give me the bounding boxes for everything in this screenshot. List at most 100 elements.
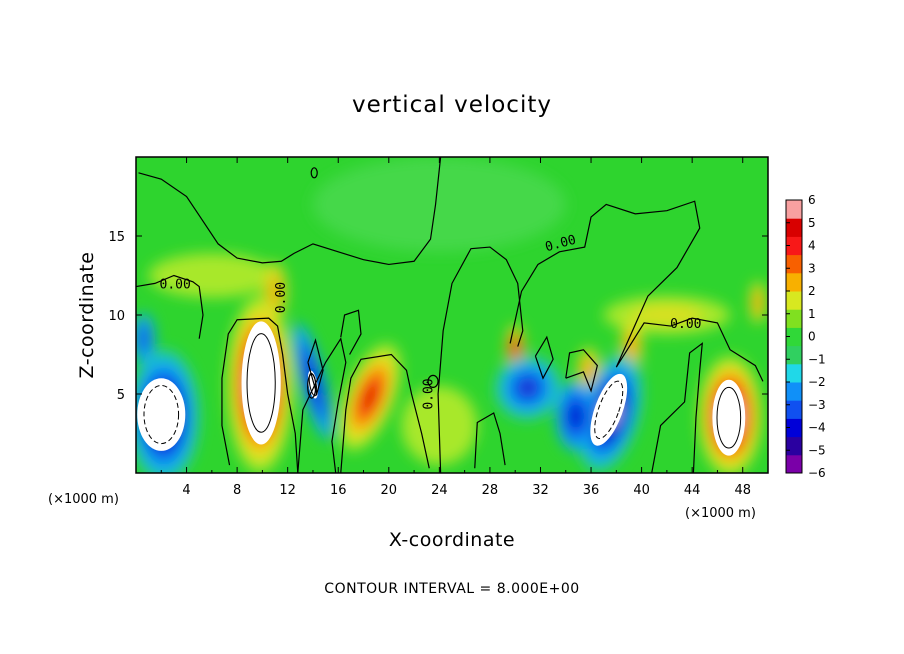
field-layer: [511, 339, 519, 360]
y-tick-label: 10: [108, 309, 125, 324]
core-contour: [143, 384, 180, 445]
zero-contour: [307, 338, 324, 397]
x-tick-label: 44: [684, 483, 701, 498]
y-axis-ticks: 5 10 15: [108, 230, 768, 403]
colorbar-tick-label: 2: [808, 284, 816, 298]
field-updraft-49km: [750, 281, 766, 323]
y-axis-label: Z-coordinate: [76, 252, 98, 379]
core-contour: [716, 386, 742, 449]
colorbar-tick-label: 0: [808, 330, 816, 344]
contour-labels: 0.00 0.000.000.000.00: [160, 233, 702, 410]
y-tick-label: 15: [108, 230, 125, 245]
zero-contour: [534, 335, 554, 380]
zero-contour-small: [307, 373, 317, 399]
zero-contour: [565, 349, 599, 393]
core-contour: [594, 380, 624, 440]
field-downdraft-35km: [555, 381, 597, 451]
x-tick-label: 12: [279, 483, 296, 498]
colorbar-swatch: [786, 236, 802, 256]
colorbar-tick-label: −6: [808, 466, 826, 480]
colorbar-tick-label: −4: [808, 421, 826, 435]
field-downdraft-31km: [495, 355, 561, 420]
colorbar-tick-label: −5: [808, 443, 826, 457]
field-layer: [137, 324, 151, 353]
colorbar: 6 5 4 3 2 1 0 −1 −2 −3 −4 −5 −6: [785, 193, 826, 480]
field-layer: [753, 290, 763, 314]
contour-interval-text: CONTOUR INTERVAL = 8.000E+00: [324, 581, 579, 597]
colorbar-swatch: [786, 218, 802, 237]
field-layer: [148, 253, 276, 298]
colorbar-tick-label: −2: [808, 375, 826, 389]
colorbar-swatch: [786, 418, 802, 438]
core-updraft-47km: [712, 379, 746, 456]
colorbar-swatch: [786, 436, 802, 456]
field-updraft-18km: [339, 343, 401, 451]
x-tick-label: 8: [233, 483, 241, 498]
x-tick-label: 36: [583, 483, 600, 498]
x-tick-label: 48: [734, 483, 751, 498]
x-unit-left: (×1000 m): [48, 492, 119, 507]
colorbar-tick-label: −3: [808, 398, 826, 412]
x-unit-right: (×1000 m): [685, 506, 756, 521]
core-fill: [712, 379, 746, 456]
field-downdraft-edge: [136, 313, 155, 364]
zero-contour-small: [310, 167, 318, 179]
colorbar-swatch: [786, 200, 802, 219]
colorbar-tick-label: 1: [808, 307, 816, 321]
field-layer: [312, 157, 566, 252]
x-tick-label: 40: [633, 483, 650, 498]
zero-contour-small: [427, 374, 439, 388]
x-tick-label: 32: [532, 483, 549, 498]
core-downdraft-37km: [590, 373, 628, 446]
velocity-cores: [137, 321, 746, 456]
zero-contours: [136, 157, 764, 473]
colorbar-swatch: [786, 254, 802, 274]
field-band-right: [603, 296, 731, 334]
x-tick-label: 4: [182, 483, 190, 498]
field-layer: [567, 402, 584, 430]
contour-label: 0.00: [274, 282, 289, 313]
colorbar-tick-label: 3: [808, 261, 816, 275]
field-layer: [268, 275, 282, 308]
y-tick-label: 5: [117, 388, 125, 403]
zero-contour: [340, 353, 430, 473]
zero-contour: [651, 342, 703, 473]
field-layer: [362, 384, 378, 411]
zero-contour: [340, 309, 362, 355]
zero-contour: [474, 412, 506, 469]
field-updraft-11km: [263, 262, 287, 320]
colorbar-swatch: [786, 400, 802, 419]
x-axis-label: X-coordinate: [389, 529, 515, 551]
contour-label: 0.00: [670, 317, 701, 332]
field-layer: [517, 378, 538, 398]
field-upper-band: [312, 157, 566, 252]
colorbar-swatch: [786, 345, 802, 365]
colorbar-tick-label: 5: [808, 216, 816, 230]
core-downdraft-2km: [137, 378, 186, 451]
x-tick-label: 28: [482, 483, 499, 498]
x-tick-label: 20: [381, 483, 398, 498]
contour-label: 0.00: [422, 378, 437, 409]
core-contour: [246, 333, 276, 433]
core-fill: [137, 378, 186, 451]
colorbar-swatch: [786, 272, 802, 292]
core-updraft-8km: [241, 321, 281, 445]
zero-contour: [437, 246, 524, 473]
x-axis-ticks: 4 8 12 16 20 24 28 32 36 40 44 48: [160, 157, 751, 498]
x-tick-label: 24: [431, 483, 448, 498]
plot-area: 0.00 0.000.000.000.00: [136, 157, 768, 473]
colorbar-tick-label: −1: [808, 352, 826, 366]
zero-contour: [509, 200, 764, 382]
field-band-left: [148, 253, 276, 298]
colorbar-swatch: [786, 382, 802, 401]
x-tick-label: 16: [330, 483, 347, 498]
colorbar-swatch: [786, 454, 802, 474]
colorbar-swatch: [786, 309, 802, 328]
zero-contour: [297, 337, 347, 473]
zero-contour: [136, 274, 204, 339]
zero-contour: [138, 157, 442, 266]
chart-title: vertical velocity: [352, 92, 552, 118]
colorbar-tick-label: 6: [808, 193, 816, 207]
colorbar-swatch: [786, 363, 802, 383]
